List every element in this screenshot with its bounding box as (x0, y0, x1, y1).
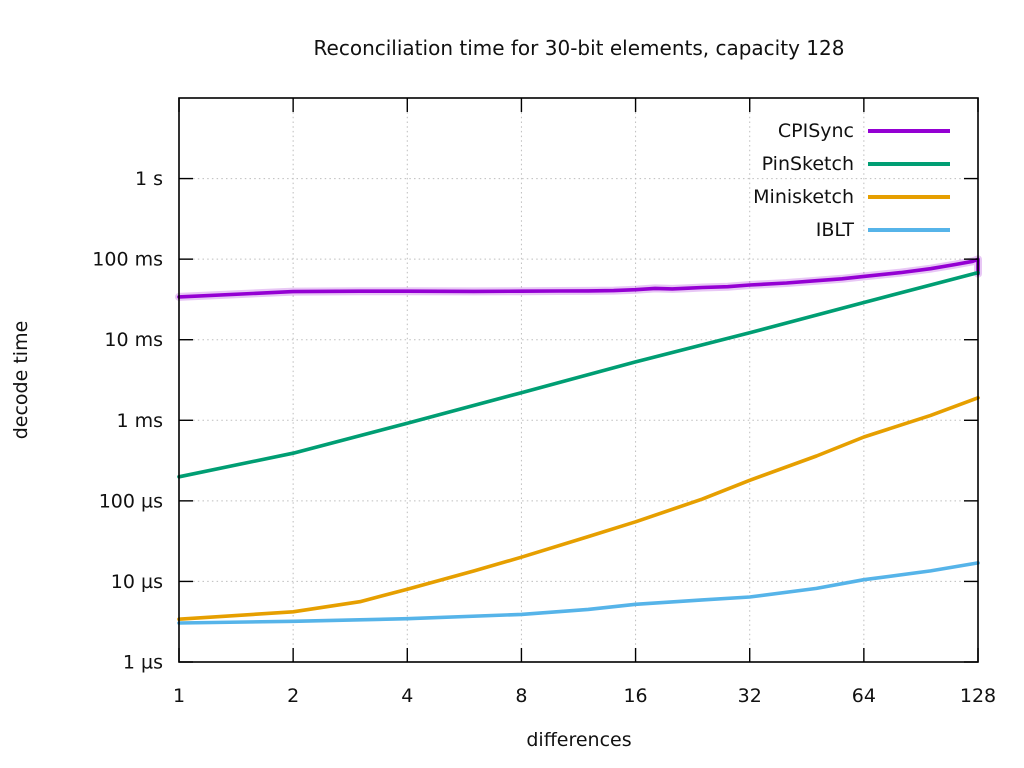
legend-line-sample (868, 129, 950, 133)
legend-line-sample (868, 195, 950, 199)
series-line-iblt (177, 561, 980, 625)
plot-border (178, 97, 979, 663)
chart-title: Reconciliation time for 30-bit elements,… (313, 36, 845, 60)
x-tick-label: 64 (852, 685, 876, 707)
x-tick-label: 128 (960, 685, 996, 707)
x-axis-label: differences (526, 729, 632, 751)
legend-label: IBLT (815, 219, 854, 241)
x-tick-label: 16 (623, 685, 647, 707)
legend-label: Minisketch (753, 186, 854, 208)
y-tick-label: 100 µs (99, 490, 163, 512)
legend-item-cpisync: CPISync (654, 120, 950, 142)
series-line-pinsketch (177, 270, 980, 479)
legend-label: PinSketch (761, 153, 854, 175)
x-tick-label: 32 (738, 685, 762, 707)
x-tick-label: 4 (401, 685, 413, 707)
series-line-minisketch (177, 395, 980, 622)
y-tick-label: 1 ms (116, 410, 163, 432)
legend-item-minisketch: Minisketch (654, 186, 950, 208)
y-tick-label: 1 µs (123, 652, 163, 674)
y-tick-label: 1 s (135, 168, 163, 190)
x-tick-label: 1 (173, 685, 185, 707)
y-tick-label: 10 µs (111, 571, 163, 593)
legend-line-sample (868, 162, 950, 166)
y-tick-label: 100 ms (92, 249, 163, 271)
x-tick-label: 8 (515, 685, 527, 707)
legend-item-pinsketch: PinSketch (654, 153, 950, 175)
series-line-cpisync (177, 257, 980, 299)
legend-line-sample (868, 228, 950, 232)
legend-item-iblt: IBLT (654, 219, 950, 241)
y-tick-label: 10 ms (104, 329, 163, 351)
x-tick-label: 2 (287, 685, 299, 707)
legend-label: CPISync (777, 120, 854, 142)
